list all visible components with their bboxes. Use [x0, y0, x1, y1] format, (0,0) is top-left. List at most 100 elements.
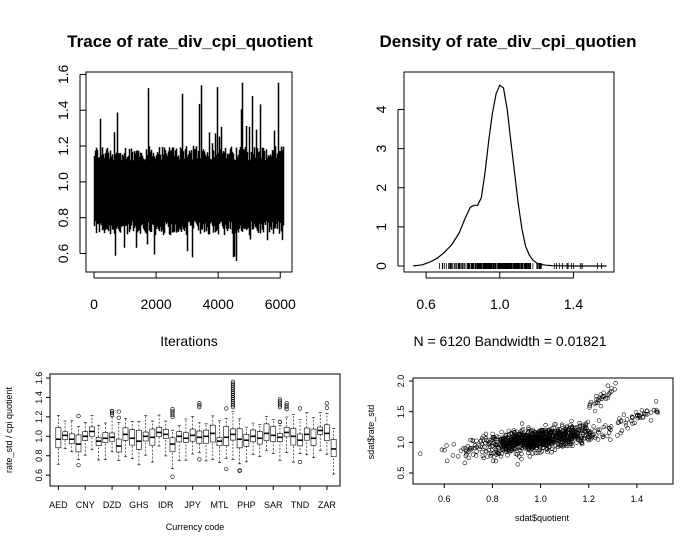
scatter-point: [597, 395, 602, 401]
boxplot-x-tick: IDR: [158, 500, 174, 510]
scatter-point: [498, 454, 504, 459]
scatter-y-tick: 1.0: [396, 436, 406, 449]
box-outlier: [170, 407, 175, 412]
scatter-point: [540, 432, 545, 438]
density-curve: [413, 84, 607, 267]
scatter-point: [569, 441, 574, 446]
scatter-point: [543, 422, 548, 428]
box-outlier: [197, 457, 202, 462]
scatter-point: [509, 431, 515, 437]
scatter-point: [585, 428, 591, 433]
scatter-point: [513, 451, 519, 457]
scatter-point: [522, 444, 527, 450]
scatter-point: [605, 433, 610, 439]
boxplot-series: [55, 379, 337, 479]
scatter-point: [512, 447, 518, 452]
scatter-point: [579, 440, 584, 446]
scatter-point: [474, 438, 479, 443]
boxplot-x-tick: GHS: [129, 500, 149, 510]
trace-series: [93, 82, 285, 262]
scatter-point: [648, 410, 654, 415]
trace-title: Trace of rate_div_cpi_quotient: [67, 32, 313, 51]
box-outlier: [277, 399, 283, 404]
scatter-point: [515, 462, 520, 467]
density-x-tick: 1.0: [490, 296, 510, 312]
density-y-tick: 0: [373, 262, 389, 270]
density-axes: 0.6 1.0 1.4 0 1 2 3 4: [373, 105, 583, 312]
scatter-point: [527, 454, 532, 459]
scatter-point: [619, 428, 625, 433]
scatter-point: [493, 458, 499, 464]
scatter-frame: [412, 377, 674, 485]
scatter-point: [595, 437, 601, 442]
scatter-point: [463, 453, 468, 459]
scatter-point: [607, 426, 612, 431]
scatter-point: [585, 434, 591, 440]
scatter-point: [442, 448, 447, 453]
scatter-point: [600, 432, 605, 437]
scatter-point: [483, 431, 489, 437]
scatter-point: [654, 407, 659, 413]
scatter-point: [471, 452, 476, 457]
scatter-point: [607, 390, 613, 395]
scatter-point: [500, 435, 506, 440]
scatter-point: [580, 432, 586, 437]
scatter-point: [519, 456, 524, 462]
scatter-point: [587, 401, 593, 407]
boxplot-y-tick: 1.2: [34, 411, 44, 424]
scatter-point: [618, 430, 623, 436]
scatter-point: [499, 440, 505, 445]
scatter-point: [600, 434, 606, 440]
scatter-point: [609, 389, 614, 394]
scatter-point: [496, 434, 501, 440]
scatter-point: [580, 425, 586, 431]
density-x-tick: 1.4: [564, 296, 584, 312]
trace-x-tick: 6000: [265, 296, 296, 312]
scatter-point: [600, 394, 605, 399]
scatter-point: [559, 443, 564, 448]
boxplot-frame: [49, 373, 341, 487]
scatter-point: [532, 438, 537, 443]
scatter-point: [557, 438, 562, 444]
scatter-point: [571, 434, 577, 439]
scatter-point: [462, 460, 467, 466]
scatter-point: [596, 418, 602, 423]
scatter-point: [587, 403, 592, 408]
scatter-point: [564, 443, 569, 449]
box-outlier: [277, 397, 283, 402]
box-outlier: [116, 409, 121, 414]
scatter-point: [562, 440, 567, 446]
scatter-point: [623, 423, 629, 428]
scatter-point: [640, 415, 646, 420]
scatter-point: [578, 435, 584, 441]
scatter-point: [527, 435, 532, 440]
scatter-point: [592, 428, 597, 434]
scatter-point: [544, 445, 549, 451]
scatter-point: [526, 450, 531, 456]
scatter-point: [605, 393, 611, 398]
scatter-point: [553, 433, 559, 438]
box-outlier: [224, 466, 229, 472]
box-outlier: [230, 379, 236, 384]
trace-x-tick: 0: [90, 296, 98, 312]
scatter-point: [632, 420, 637, 426]
scatter-point: [533, 450, 538, 456]
scatter-point: [639, 408, 645, 413]
scatter-point: [546, 439, 551, 445]
scatter-point: [507, 441, 512, 447]
box-outlier: [109, 408, 115, 414]
scatter-point: [561, 428, 566, 433]
scatter-point: [542, 438, 547, 443]
scatter-point: [550, 437, 555, 442]
scatter-point: [648, 418, 654, 423]
box-body: [55, 427, 62, 449]
scatter-point: [547, 433, 552, 439]
scatter-point: [511, 428, 516, 433]
scatter-point: [559, 422, 565, 427]
box-body: [263, 423, 270, 441]
scatter-point: [575, 437, 581, 443]
scatter-point: [608, 437, 613, 442]
scatter-point: [472, 443, 478, 448]
scatter-point: [528, 440, 533, 445]
